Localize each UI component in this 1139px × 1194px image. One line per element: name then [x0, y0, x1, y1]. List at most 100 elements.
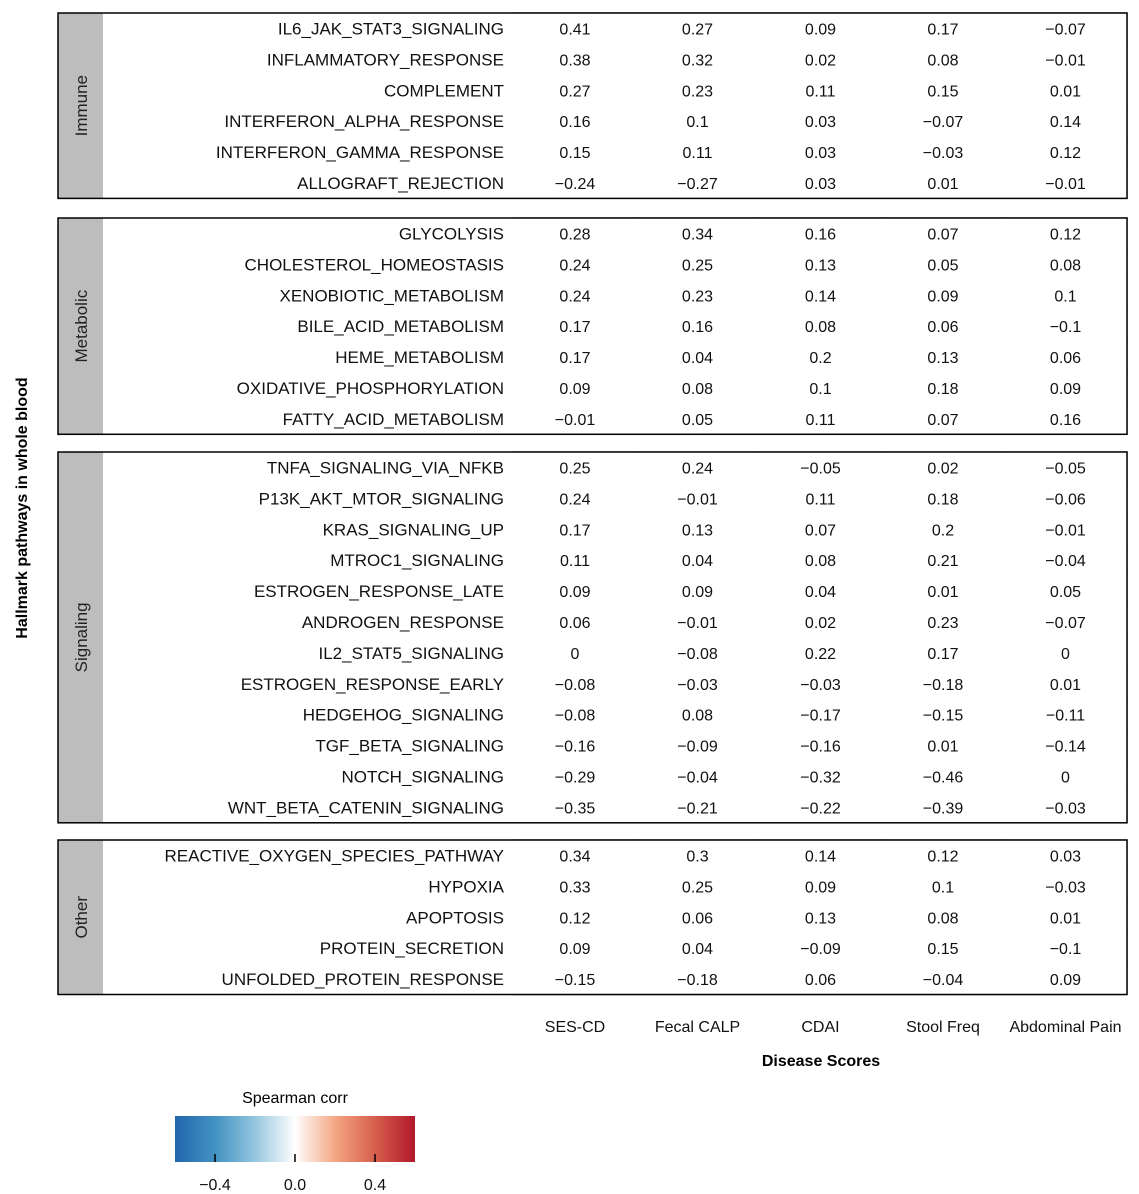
cell-value-label: 0.03 [805, 114, 836, 131]
legend-tick-label: 0.0 [284, 1177, 306, 1194]
cell-value-label: −0.18 [923, 677, 964, 694]
cell-value-label: −0.01 [1045, 522, 1086, 539]
cell-value-label: 0.09 [805, 21, 836, 38]
cell-value-label: −0.08 [555, 708, 596, 725]
cell-value-label: −0.17 [800, 708, 841, 725]
cell-value-label: 0.09 [805, 879, 836, 896]
cell-value-label: 0.02 [805, 615, 836, 632]
cell-value-label: 0.1 [932, 879, 954, 896]
group-border [57, 451, 1128, 824]
cell-value-label: 0 [1061, 646, 1070, 663]
cell-value-label: 0.2 [809, 350, 831, 367]
cell-value-label: 0.11 [683, 145, 713, 162]
cell-value-label: −0.03 [677, 677, 718, 694]
legend-ticks: −0.4 0.0 0.4 [199, 1154, 386, 1194]
row-label: HEME_METABOLISM [335, 348, 504, 367]
cell-value-label: −0.08 [677, 646, 718, 663]
cell-value-label: 0.08 [805, 553, 836, 570]
row-label: MTROC1_SIGNALING [330, 551, 504, 570]
cell-value-label: 0.2 [932, 522, 954, 539]
cell-value-label: 0.23 [682, 83, 713, 100]
cell-value-label: 0.12 [1050, 226, 1081, 243]
group-border [57, 217, 1128, 436]
cell-value-label: 0.03 [805, 176, 836, 193]
legend-tick-label: −0.4 [199, 1177, 231, 1194]
cell-value-label: 0.11 [560, 553, 590, 570]
row-label: COMPLEMENT [384, 81, 504, 100]
row-label: GLYCOLYSIS [399, 224, 504, 243]
cell-value-label: 0.09 [559, 941, 590, 958]
cell-value-label: 0.16 [682, 319, 713, 336]
cell-value-label: 0.27 [682, 21, 713, 38]
group-label: Signaling [72, 602, 91, 672]
cell-value-label: 0.11 [806, 83, 836, 100]
cell-value-label: 0.32 [682, 52, 713, 69]
cell-value-label: −0.07 [1045, 615, 1086, 632]
cell-value-label: 0.12 [927, 848, 958, 865]
cell-value-label: 0.11 [806, 412, 836, 429]
cell-value-label: −0.18 [677, 972, 718, 989]
cell-value-label: 0.01 [1050, 910, 1081, 927]
cell-value-label: 0.07 [927, 226, 958, 243]
cell-value-label: 0.22 [805, 646, 836, 663]
cell-value-label: 0.16 [805, 226, 836, 243]
cell-value-label: −0.05 [800, 460, 841, 477]
cell-value-label: −0.11 [1046, 708, 1085, 725]
cell-value-label: 0.04 [682, 553, 713, 570]
cell-value-label: −0.16 [555, 739, 596, 756]
cell-value-label: 0.41 [559, 21, 590, 38]
cell-value-label: −0.22 [800, 800, 841, 817]
group-border [57, 839, 1128, 996]
row-label: HEDGEHOG_SIGNALING [303, 706, 504, 725]
cell-value-label: −0.14 [1045, 739, 1086, 756]
cell-value-label: 0.11 [806, 491, 836, 508]
cell-value-label: 0.1 [1054, 288, 1076, 305]
row-label: WNT_BETA_CATENIN_SIGNALING [228, 798, 504, 817]
cell-value-label: 0.13 [805, 910, 836, 927]
row-label: APOPTOSIS [406, 908, 504, 927]
x-axis-title: Disease Scores [762, 1053, 880, 1070]
legend-tick-label: 0.4 [364, 1177, 386, 1194]
cell-value-label: 0.08 [1050, 257, 1081, 274]
cell-value-label: −0.27 [677, 176, 718, 193]
cell-value-label: 0.1 [809, 381, 831, 398]
cell-value-label: 0.21 [927, 553, 958, 570]
cell-value-label: 0.24 [682, 460, 713, 477]
cell-value-label: 0.16 [559, 114, 590, 131]
cell-value-label: 0.24 [559, 257, 590, 274]
group-label: Other [72, 896, 91, 939]
cell-value-label: 0.15 [559, 145, 590, 162]
group-panel [58, 840, 1127, 995]
cell-value-label: 0.25 [682, 257, 713, 274]
row-label: INTERFERON_ALPHA_RESPONSE [224, 112, 504, 131]
column-label: CDAI [801, 1019, 839, 1036]
cell-value-label: 0.03 [805, 145, 836, 162]
cell-value-label: 0.33 [559, 879, 590, 896]
row-label: PROTEIN_SECRETION [320, 939, 504, 958]
group-label: Immune [72, 75, 91, 136]
row-label: XENOBIOTIC_METABOLISM [279, 286, 504, 305]
cell-value-label: −0.46 [923, 769, 964, 786]
cell-value-label: −0.09 [677, 739, 718, 756]
cell-value-label: 0.04 [805, 584, 836, 601]
cell-value-label: 0.06 [1050, 350, 1081, 367]
cell-value-label: 0.24 [559, 288, 590, 305]
cell-value-label: −0.1 [1050, 319, 1082, 336]
cell-value-label: 0.01 [927, 739, 958, 756]
row-label: ESTROGEN_RESPONSE_EARLY [241, 675, 504, 694]
cell-value-label: −0.35 [555, 800, 596, 817]
cell-value-label: 0.18 [927, 381, 958, 398]
legend-title: Spearman corr [242, 1090, 348, 1107]
cell-value-label: 0.09 [1050, 381, 1081, 398]
cell-value-label: −0.01 [1045, 176, 1086, 193]
y-axis-title: Hallmark pathways in whole blood [14, 377, 31, 638]
cell-value-label: 0.06 [927, 319, 958, 336]
group-label: Metabolic [72, 289, 91, 362]
cell-value-label: −0.04 [677, 769, 718, 786]
cell-value-label: 0.05 [682, 412, 713, 429]
row-label: ESTROGEN_RESPONSE_LATE [254, 582, 504, 601]
row-label: TGF_BETA_SIGNALING [315, 737, 504, 756]
cell-value-label: 0.12 [1050, 145, 1081, 162]
cell-value-label: −0.03 [1045, 800, 1086, 817]
